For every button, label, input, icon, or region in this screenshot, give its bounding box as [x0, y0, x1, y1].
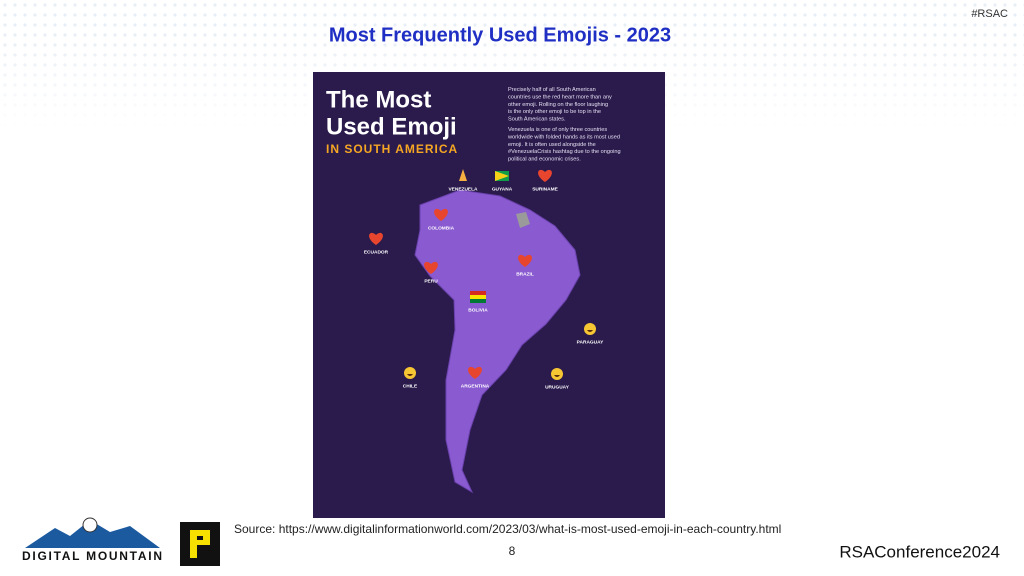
flag-stripe: [470, 291, 486, 295]
logo-text: DIGITAL MOUNTAIN: [22, 549, 162, 563]
country-label: VENEZUELA: [448, 186, 478, 192]
heart-icon: [518, 254, 532, 267]
info-heading: The Most: [326, 86, 431, 113]
heart-icon: [434, 208, 448, 221]
flag-stripe: [470, 295, 486, 299]
logo-mark: [190, 530, 210, 558]
heart-icon: [538, 169, 552, 182]
info-subheading: IN SOUTH AMERICA: [326, 142, 458, 156]
heart-icon: [468, 366, 482, 379]
continent-map: [414, 189, 581, 494]
country-label: SURINAME: [532, 186, 558, 192]
country-label: CHILE: [403, 383, 418, 389]
logo-left: DIGITAL MOUNTAIN: [22, 517, 162, 563]
page-number: 8: [509, 544, 516, 558]
laugh-mouth: [587, 330, 593, 332]
info-heading: Used Emoji: [326, 113, 457, 140]
logo-middle: [180, 522, 220, 566]
golf-ball: [82, 517, 98, 533]
country-label: COLOMBIA: [428, 225, 455, 231]
source: Source: https://www.digitalinformationwo…: [234, 522, 781, 536]
flag-stripe: [495, 171, 509, 181]
flag-stripe: [470, 299, 486, 303]
info-paragraph: Precisely half of all South American coun…: [508, 87, 612, 123]
country-label: PARAGUAY: [577, 339, 604, 345]
laugh-icon: [584, 323, 596, 335]
country-label: PERU: [424, 278, 438, 284]
tag: #RSAC: [971, 8, 1008, 20]
laugh-mouth: [554, 375, 560, 377]
hands-icon: [459, 169, 467, 181]
laugh-mouth: [407, 374, 413, 376]
laugh-icon: [404, 367, 416, 379]
country-label: BOLIVIA: [468, 307, 488, 313]
laugh-icon: [551, 368, 563, 380]
heart-icon: [424, 261, 438, 274]
country-label: GUYANA: [492, 186, 513, 192]
mountain-icon: [25, 520, 160, 548]
info-paragraph: Venezuela is one of only three countries…: [507, 127, 621, 163]
slide-title: Most Frequently Used Emojis - 2023: [329, 24, 671, 46]
heart-icon: [369, 232, 383, 245]
country-label: URUGUAY: [545, 384, 570, 390]
country-label: BRAZIL: [516, 271, 534, 277]
country-label: ECUADOR: [364, 249, 389, 255]
country-label: ARGENTINA: [461, 383, 490, 389]
infographic: The Most Used Emoji IN SOUTH AMERICA Pre…: [313, 72, 665, 518]
logo-right: RSAConference2024: [839, 542, 1000, 561]
french-guiana: [516, 212, 530, 228]
